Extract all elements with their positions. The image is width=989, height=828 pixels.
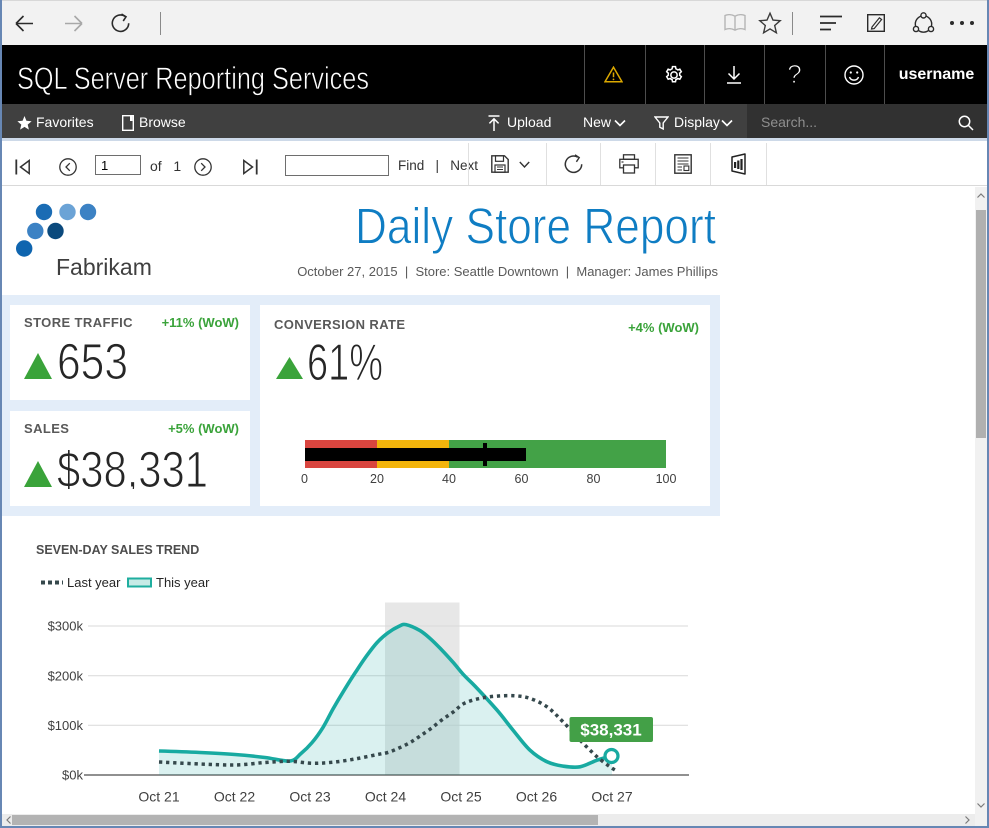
svg-text:SQL Server Reporting Services: SQL Server Reporting Services <box>17 60 369 96</box>
svg-text:Oct 25: Oct 25 <box>440 789 481 805</box>
svg-text:This year: This year <box>156 575 210 590</box>
svg-text:Oct 23: Oct 23 <box>289 789 330 805</box>
svg-text:Last year: Last year <box>67 575 121 590</box>
svg-text:$200k: $200k <box>48 668 84 683</box>
svg-text:Oct 24: Oct 24 <box>365 789 406 805</box>
svg-text:Daily Store Report: Daily Store Report <box>355 200 716 255</box>
svg-text:Oct 27: Oct 27 <box>591 789 632 805</box>
svg-text:Oct 26: Oct 26 <box>516 789 557 805</box>
svg-text:$0k: $0k <box>62 768 83 783</box>
svg-text:653: 653 <box>57 341 128 381</box>
svg-text:61%: 61% <box>307 340 383 382</box>
svg-text:Oct 21: Oct 21 <box>138 789 179 805</box>
svg-text:$300k: $300k <box>48 619 84 634</box>
svg-text:$38,331: $38,331 <box>57 449 208 489</box>
svg-text:$100k: $100k <box>48 718 84 733</box>
svg-text:$38,331: $38,331 <box>580 721 641 740</box>
svg-text:Oct 22: Oct 22 <box>214 789 255 805</box>
